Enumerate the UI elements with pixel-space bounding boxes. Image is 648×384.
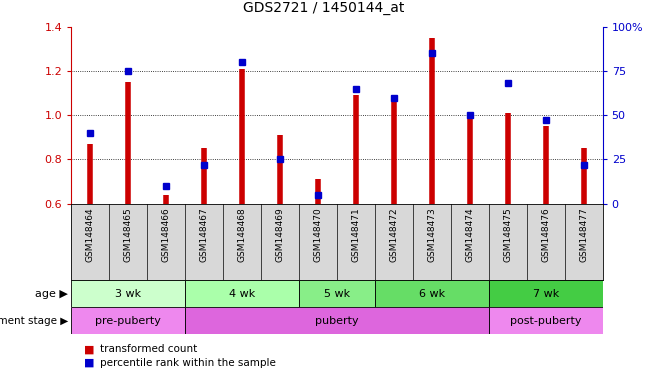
Text: 3 wk: 3 wk bbox=[115, 289, 141, 299]
Text: GSM148477: GSM148477 bbox=[579, 207, 588, 262]
Text: ■: ■ bbox=[84, 344, 95, 354]
Text: post-puberty: post-puberty bbox=[510, 316, 581, 326]
Text: GSM148468: GSM148468 bbox=[238, 207, 247, 262]
Text: age ▶: age ▶ bbox=[35, 289, 68, 299]
Text: GSM148473: GSM148473 bbox=[427, 207, 436, 262]
Text: GSM148466: GSM148466 bbox=[161, 207, 170, 262]
Text: GSM148464: GSM148464 bbox=[86, 207, 95, 262]
Text: GSM148472: GSM148472 bbox=[389, 207, 399, 262]
Bar bbox=[489, 280, 603, 307]
Text: GSM148476: GSM148476 bbox=[541, 207, 550, 262]
Bar bbox=[185, 280, 299, 307]
Text: GSM148465: GSM148465 bbox=[124, 207, 133, 262]
Text: 4 wk: 4 wk bbox=[229, 289, 255, 299]
Text: 7 wk: 7 wk bbox=[533, 289, 559, 299]
Bar bbox=[489, 307, 603, 334]
Text: GSM148471: GSM148471 bbox=[351, 207, 360, 262]
Text: 6 wk: 6 wk bbox=[419, 289, 445, 299]
Text: transformed count: transformed count bbox=[100, 344, 198, 354]
Bar bbox=[299, 280, 375, 307]
Text: GDS2721 / 1450144_at: GDS2721 / 1450144_at bbox=[243, 2, 405, 15]
Text: puberty: puberty bbox=[315, 316, 359, 326]
Text: percentile rank within the sample: percentile rank within the sample bbox=[100, 358, 276, 368]
Text: GSM148467: GSM148467 bbox=[200, 207, 209, 262]
Text: 5 wk: 5 wk bbox=[324, 289, 350, 299]
Text: GSM148470: GSM148470 bbox=[314, 207, 323, 262]
Bar bbox=[71, 280, 185, 307]
Text: ■: ■ bbox=[84, 358, 95, 368]
Bar bbox=[375, 280, 489, 307]
Text: GSM148475: GSM148475 bbox=[503, 207, 513, 262]
Bar bbox=[185, 307, 489, 334]
Text: GSM148469: GSM148469 bbox=[275, 207, 284, 262]
Bar bbox=[71, 307, 185, 334]
Text: development stage ▶: development stage ▶ bbox=[0, 316, 68, 326]
Text: pre-puberty: pre-puberty bbox=[95, 316, 161, 326]
Text: GSM148474: GSM148474 bbox=[465, 207, 474, 262]
